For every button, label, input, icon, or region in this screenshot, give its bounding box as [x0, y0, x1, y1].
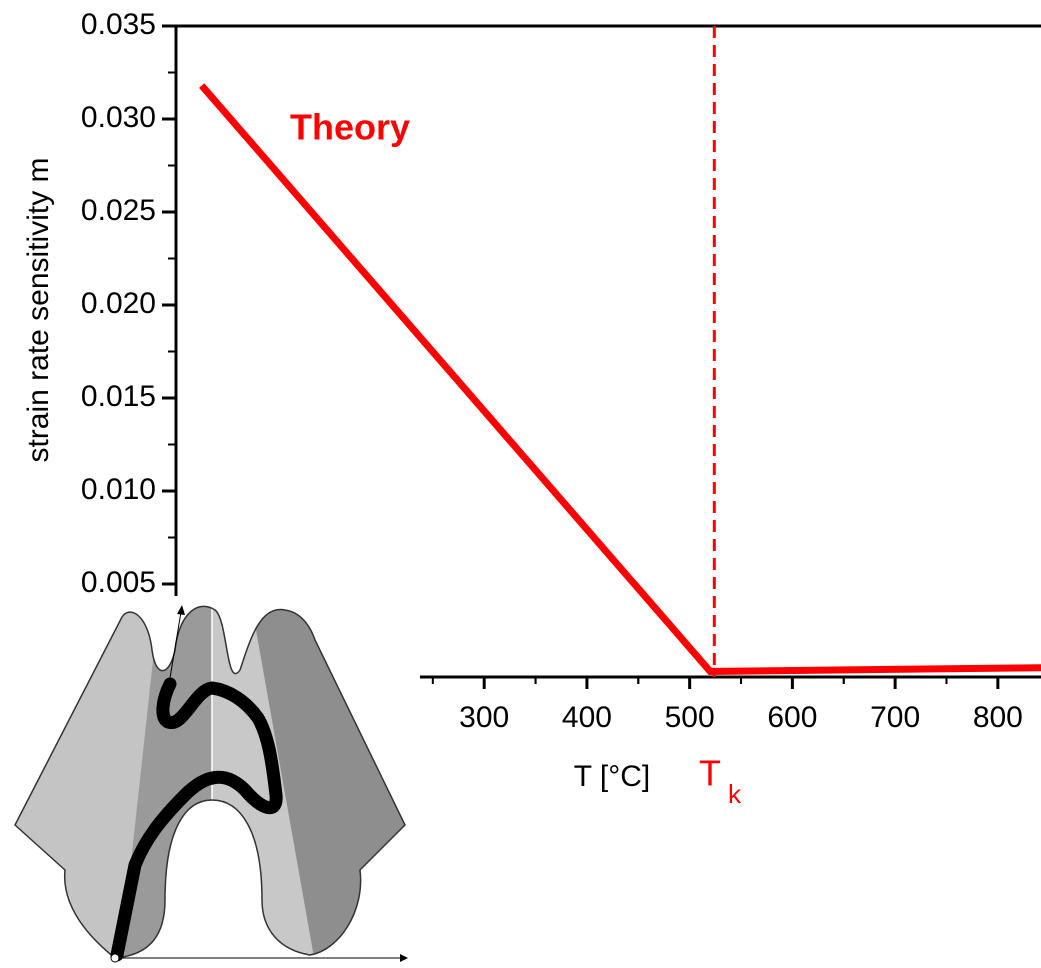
y-tick-label: 0.020: [81, 287, 156, 320]
vline-label-sub: k: [728, 779, 742, 809]
inset-arrowhead: [177, 605, 185, 615]
vline-label: T: [699, 753, 721, 794]
x-tick-label: 300: [459, 701, 509, 734]
x-tick-label: 800: [973, 701, 1023, 734]
y-tick-label: 0.025: [81, 194, 156, 227]
series-line: [199, 83, 1041, 675]
x-tick-label: 400: [562, 701, 612, 734]
x-tick-label: 500: [665, 701, 715, 734]
y-tick-label: 0.005: [81, 566, 156, 599]
series-label: Theory: [290, 107, 410, 148]
x-axis-label: T [°C]: [574, 760, 650, 793]
y-tick-label: 0.035: [81, 8, 156, 41]
inset-outline: [14, 605, 406, 959]
inset-arrow: [167, 611, 182, 691]
x-tick-label: 700: [870, 701, 920, 734]
inset-origin: [110, 953, 120, 963]
y-axis-label: strain rate sensitivity m: [22, 157, 55, 462]
y-tick-label: 0.015: [81, 380, 156, 413]
y-tick-label: 0.010: [81, 473, 156, 506]
inset-path: [110, 677, 283, 962]
inset-diagram: [0, 596, 420, 963]
inset-arrowhead: [400, 954, 408, 962]
y-tick-label: 0.030: [81, 101, 156, 134]
x-tick-label: 600: [767, 701, 817, 734]
plot: 0.005 0.010 0.015 0.020 0.025 0.030 0.035 300 40…: [81, 8, 1041, 734]
